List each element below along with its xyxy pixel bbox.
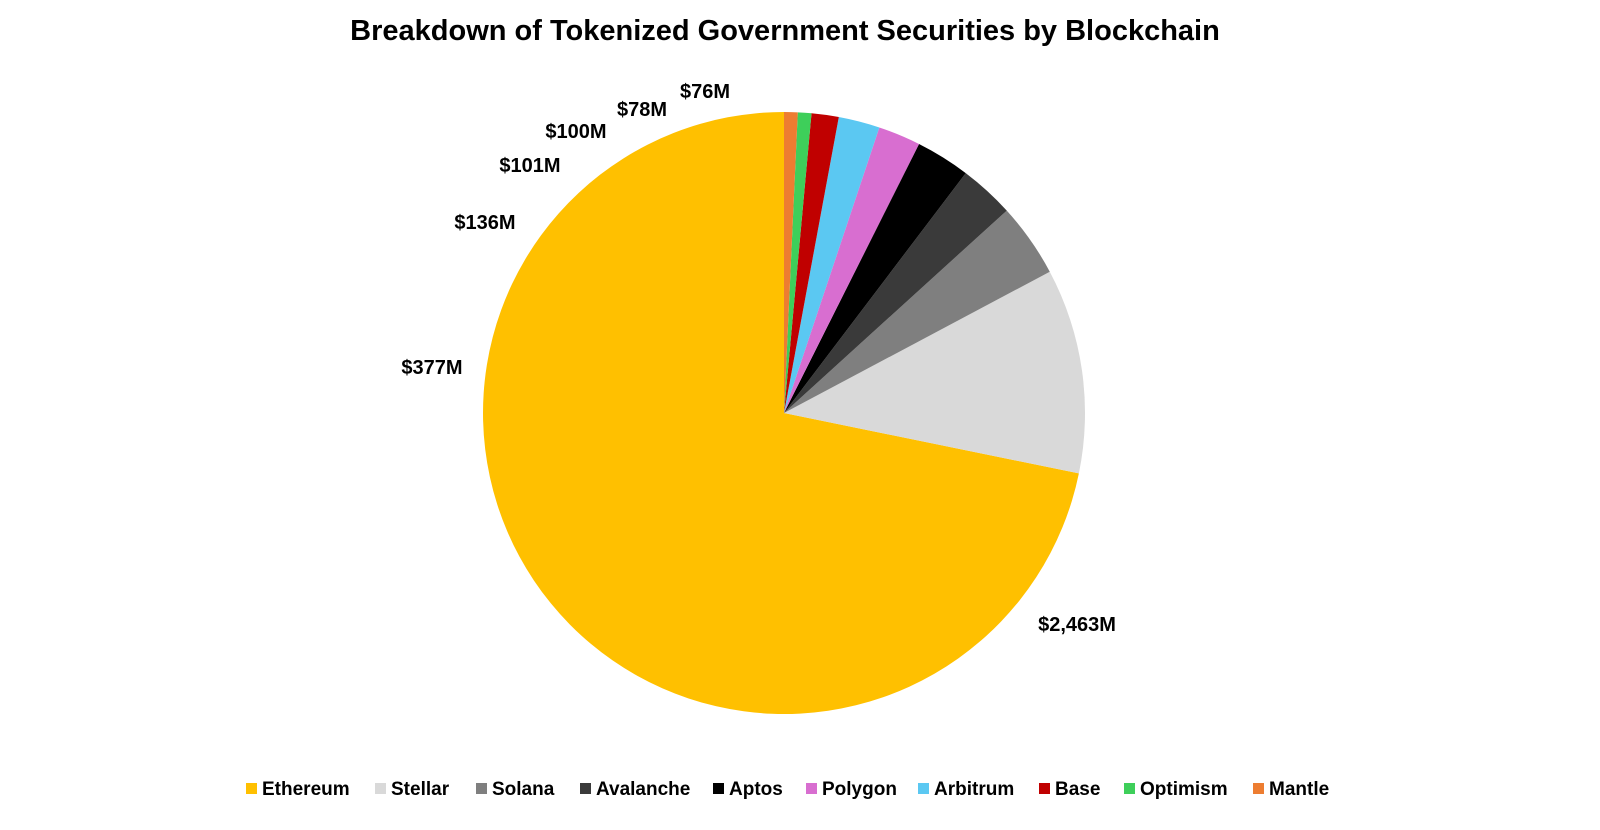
legend-swatch-stellar (375, 783, 386, 794)
pie-slice-ethereum (483, 112, 1079, 714)
legend-swatch-arbitrum (918, 783, 929, 794)
legend-label-solana: Solana (492, 779, 555, 800)
legend-label-aptos: Aptos (729, 779, 783, 800)
data-label-polygon: $78M (617, 99, 667, 121)
pie-slice-stellar (784, 271, 1086, 474)
data-label-aptos: $100M (545, 121, 606, 143)
pie-slice-polygon (784, 127, 920, 413)
legend-item-base: Base (1039, 779, 1100, 800)
legend-swatch-mantle (1253, 783, 1264, 794)
pie-slice-solana (784, 210, 1050, 413)
legend-swatch-polygon (806, 783, 817, 794)
legend-swatch-avalanche (580, 783, 591, 794)
legend-label-arbitrum: Arbitrum (934, 779, 1014, 800)
legend-label-mantle: Mantle (1269, 779, 1329, 800)
legend-swatch-solana (476, 783, 487, 794)
legend-item-solana: Solana (476, 779, 555, 800)
pie-slices (483, 112, 1086, 714)
legend-label-optimism: Optimism (1140, 779, 1228, 800)
legend-item-aptos: Aptos (713, 779, 783, 800)
legend-item-polygon: Polygon (806, 779, 897, 800)
data-label-ethereum: $2,463M (1038, 614, 1116, 636)
pie-slice-aptos (784, 143, 966, 414)
legend-label-stellar: Stellar (391, 779, 450, 800)
data-labels: $2,463M $377M $136M $101M $100M $78M $76M (401, 81, 1116, 636)
data-label-avalanche: $101M (499, 155, 560, 177)
legend-item-avalanche: Avalanche (580, 779, 690, 800)
data-label-stellar: $377M (401, 357, 462, 379)
data-label-solana: $136M (454, 212, 515, 234)
legend-item-stellar: Stellar (375, 779, 450, 800)
chart-title: Breakdown of Tokenized Government Securi… (350, 15, 1220, 47)
legend-item-optimism: Optimism (1124, 779, 1228, 800)
pie-slice-optimism (784, 112, 812, 413)
legend-swatch-ethereum (246, 783, 257, 794)
legend-label-polygon: Polygon (822, 779, 897, 800)
pie-slice-base (784, 113, 839, 413)
legend-label-base: Base (1055, 779, 1100, 800)
legend-swatch-aptos (713, 783, 724, 794)
pie-slice-mantle (784, 112, 798, 413)
data-label-arbitrum: $76M (680, 81, 730, 103)
legend-swatch-base (1039, 783, 1050, 794)
legend: Ethereum Stellar Solana Avalanche Aptos Polyg… (246, 779, 1329, 800)
legend-item-ethereum: Ethereum (246, 779, 350, 800)
legend-label-ethereum: Ethereum (262, 779, 350, 800)
pie-slice-avalanche (784, 173, 1007, 413)
pie-slice-arbitrum (784, 117, 880, 413)
legend-swatch-optimism (1124, 783, 1135, 794)
legend-label-avalanche: Avalanche (596, 779, 690, 800)
legend-item-arbitrum: Arbitrum (918, 779, 1014, 800)
legend-item-mantle: Mantle (1253, 779, 1329, 800)
